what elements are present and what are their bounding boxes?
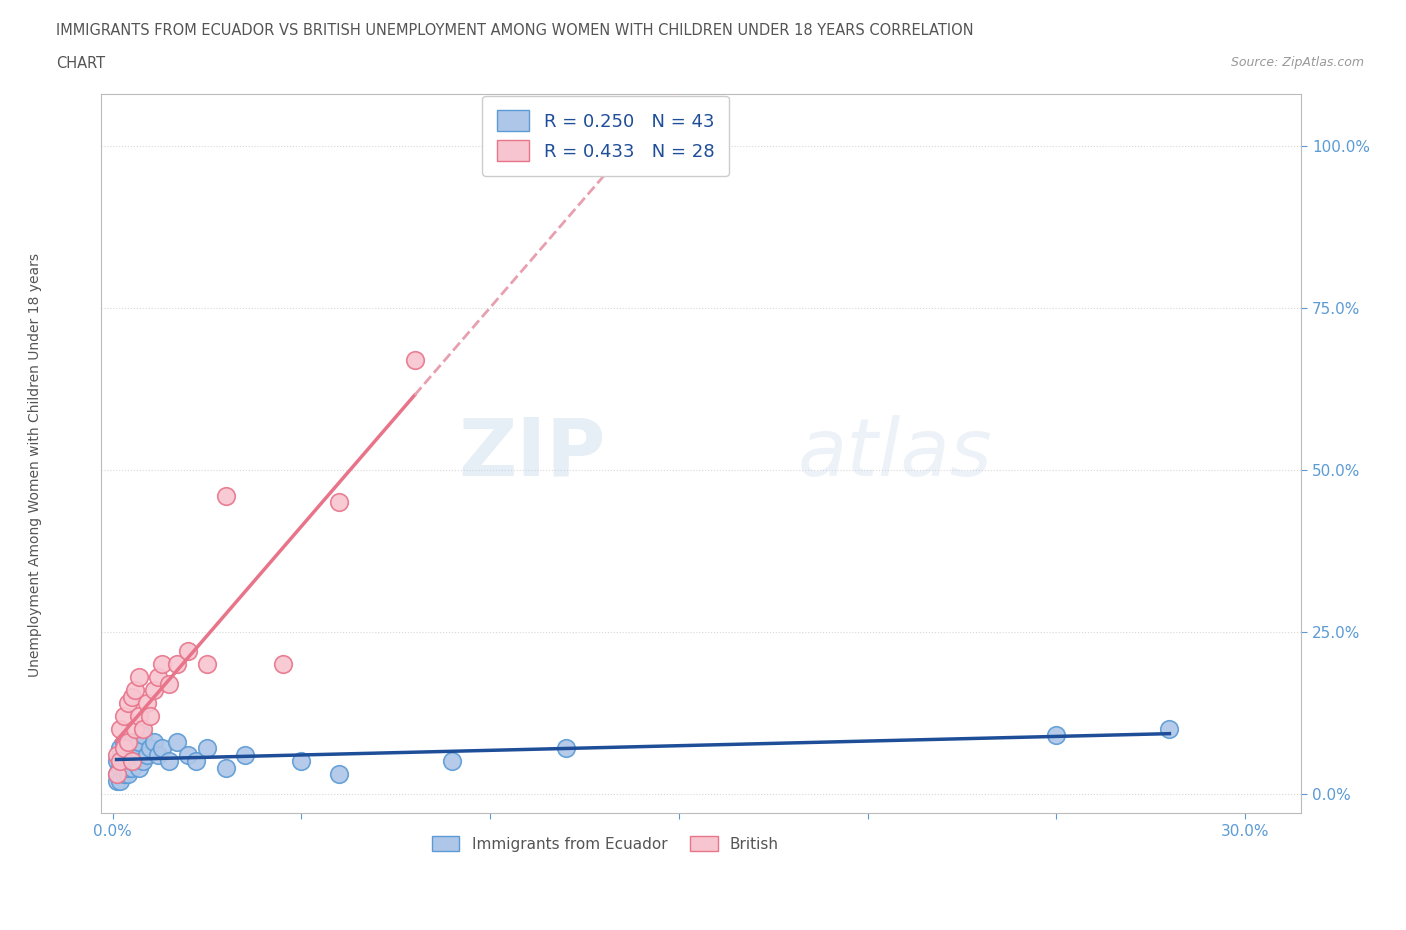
Point [112,709,135,724]
Point [128,709,150,724]
Point [146,670,169,684]
Point [157,676,180,691]
Point [132,722,155,737]
Text: CHART: CHART [56,56,105,71]
Point [124,754,146,769]
Point [112,754,135,769]
Point [112,735,135,750]
Point [195,657,218,671]
Point [112,761,135,776]
Point [404,352,426,367]
Point [157,754,180,769]
Point [177,644,200,658]
Point [124,741,146,756]
Point [441,754,464,769]
Point [105,748,128,763]
Point [117,761,139,776]
Point [105,767,128,782]
Point [177,748,200,763]
Point [132,754,155,769]
Point [128,761,150,776]
Point [112,741,135,756]
Point [110,754,132,769]
Point [139,709,162,724]
Point [105,754,128,769]
Point [166,735,188,750]
Point [110,774,132,789]
Point [110,761,132,776]
Point [105,774,128,789]
Point [290,754,312,769]
Point [184,754,207,769]
Point [135,748,157,763]
Text: IMMIGRANTS FROM ECUADOR VS BRITISH UNEMPLOYMENT AMONG WOMEN WITH CHILDREN UNDER : IMMIGRANTS FROM ECUADOR VS BRITISH UNEMP… [56,23,974,38]
Point [117,767,139,782]
Text: ZIP: ZIP [458,415,606,493]
Point [271,657,294,671]
Legend: Immigrants from Ecuador, British: Immigrants from Ecuador, British [425,828,786,859]
Point [328,767,350,782]
Point [328,495,350,510]
Point [110,722,132,737]
Point [215,488,238,503]
Point [150,657,173,671]
Point [143,735,166,750]
Point [121,689,143,704]
Point [121,735,143,750]
Point [128,670,150,684]
Point [150,741,173,756]
Point [124,722,146,737]
Point [135,696,157,711]
Point [146,748,169,763]
Point [215,761,238,776]
Text: Unemployment Among Women with Children Under 18 years: Unemployment Among Women with Children U… [28,253,42,677]
Point [121,761,143,776]
Text: Source: ZipAtlas.com: Source: ZipAtlas.com [1230,56,1364,69]
Point [112,748,135,763]
Point [143,683,166,698]
Point [132,728,155,743]
Point [117,696,139,711]
Point [112,767,135,782]
Point [117,748,139,763]
Point [139,741,162,756]
Point [233,748,256,763]
Point [1159,722,1181,737]
Point [121,754,143,769]
Point [1045,728,1067,743]
Point [128,735,150,750]
Text: atlas: atlas [797,415,993,493]
Point [195,741,218,756]
Point [117,735,139,750]
Point [117,741,139,756]
Point [105,767,128,782]
Point [166,657,188,671]
Point [110,754,132,769]
Point [554,741,576,756]
Point [121,754,143,769]
Point [124,683,146,698]
Point [110,741,132,756]
